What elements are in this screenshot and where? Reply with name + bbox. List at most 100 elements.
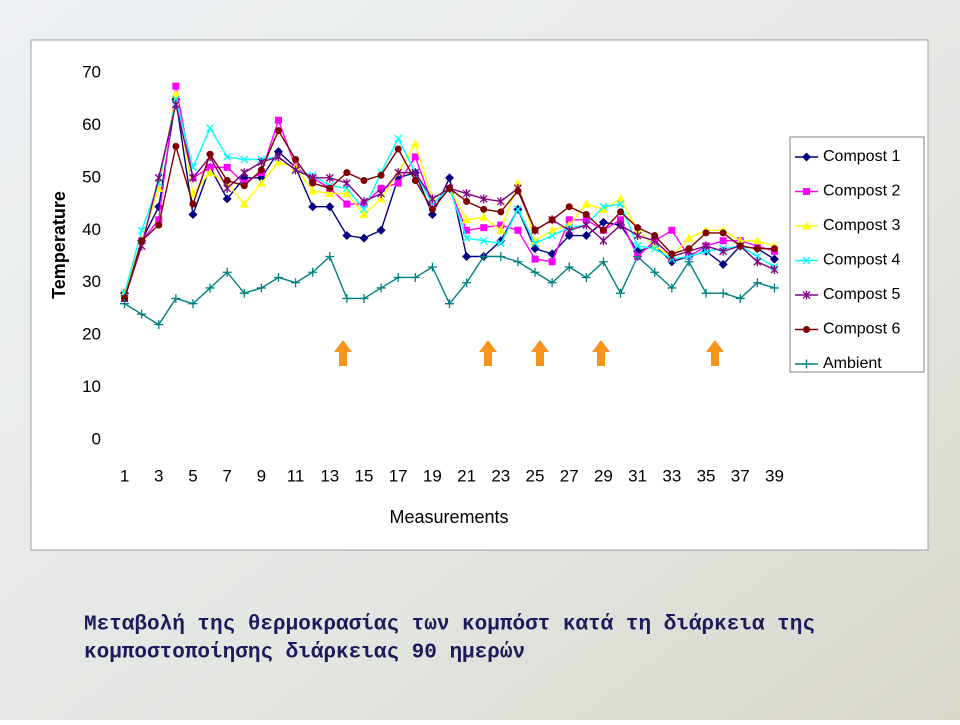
- data-point: [719, 237, 727, 245]
- arrow: [479, 340, 497, 366]
- data-point: [479, 212, 489, 221]
- data-point: [377, 189, 386, 199]
- data-point: [223, 183, 232, 193]
- data-point: [565, 225, 574, 235]
- data-point: [308, 202, 318, 212]
- data-point: [223, 163, 231, 171]
- data-point: [223, 152, 232, 161]
- data-point: [650, 267, 660, 277]
- data-point: [325, 202, 335, 212]
- data-point: [599, 202, 608, 211]
- data-point: [547, 225, 557, 234]
- data-point: [581, 231, 591, 241]
- legend-label: Ambient: [823, 355, 882, 372]
- x-tick-label: 21: [457, 466, 476, 485]
- data-point: [274, 127, 282, 135]
- y-tick-label: 70: [82, 62, 101, 81]
- arrow: [592, 340, 610, 366]
- data-point: [668, 250, 676, 258]
- x-tick-label: 29: [594, 466, 613, 485]
- data-point: [308, 267, 318, 277]
- arrow: [531, 340, 549, 366]
- data-point: [667, 283, 677, 293]
- data-point: [770, 245, 778, 253]
- x-tick-label: 11: [287, 466, 305, 485]
- data-point: [274, 152, 283, 162]
- data-point: [581, 199, 591, 208]
- data-point: [702, 229, 710, 237]
- data-point: [753, 245, 761, 253]
- data-point: [633, 242, 642, 250]
- data-point: [735, 236, 745, 245]
- data-point: [617, 208, 625, 216]
- x-tick-label: 27: [560, 466, 579, 485]
- data-point: [770, 265, 779, 275]
- data-point: [155, 216, 163, 224]
- data-point: [239, 199, 249, 208]
- data-point: [410, 139, 420, 148]
- data-point: [360, 205, 368, 214]
- data-point: [342, 293, 352, 303]
- x-tick-label: 39: [765, 466, 784, 485]
- data-point: [617, 216, 625, 224]
- data-point: [582, 211, 590, 219]
- data-point: [633, 231, 642, 241]
- data-point: [240, 182, 248, 190]
- data-point: [547, 278, 557, 288]
- data-point: [496, 196, 505, 206]
- x-tick-label: 13: [320, 466, 339, 485]
- data-point: [428, 205, 436, 213]
- data-point: [513, 205, 522, 214]
- data-point: [377, 184, 385, 192]
- data-point: [718, 288, 728, 298]
- data-point: [548, 258, 556, 266]
- data-point: [360, 196, 368, 206]
- x-tick-label: 33: [662, 466, 681, 485]
- data-point: [514, 187, 522, 195]
- data-point: [582, 216, 590, 224]
- data-point: [684, 233, 694, 242]
- data-point: [343, 200, 351, 208]
- data-point: [189, 200, 197, 208]
- legend-marker: [802, 221, 811, 230]
- data-point: [325, 189, 335, 198]
- data-point: [530, 267, 540, 277]
- x-tick-label: 5: [188, 466, 197, 485]
- data-point: [121, 294, 129, 302]
- data-point: [462, 234, 471, 243]
- data-point: [582, 220, 591, 230]
- data-point: [719, 246, 728, 256]
- data-point: [342, 231, 352, 241]
- data-point: [155, 221, 163, 229]
- data-point: [427, 262, 437, 272]
- legend-marker: [802, 256, 811, 265]
- data-point: [376, 194, 386, 203]
- arrow: [706, 340, 724, 366]
- data-point: [154, 320, 164, 330]
- data-point: [496, 252, 506, 261]
- data-point: [239, 288, 249, 298]
- data-point: [736, 242, 744, 250]
- data-point: [359, 233, 369, 243]
- data-point: [565, 203, 573, 211]
- data-point: [479, 194, 488, 204]
- data-point: [411, 153, 419, 161]
- data-point: [427, 210, 437, 220]
- data-point: [684, 257, 694, 267]
- x-tick-label: 37: [731, 466, 750, 485]
- data-point: [598, 204, 608, 213]
- data-point: [531, 239, 539, 248]
- data-point: [325, 173, 334, 183]
- x-tick-label: 17: [389, 466, 408, 485]
- data-point: [479, 252, 489, 261]
- data-point: [410, 272, 420, 282]
- legend-label: Compost 2: [823, 183, 900, 200]
- y-tick-label: 10: [82, 377, 101, 396]
- data-point: [394, 179, 402, 187]
- x-tick-label: 35: [697, 466, 716, 485]
- data-point: [445, 299, 454, 309]
- data-point: [205, 283, 215, 293]
- data-point: [394, 134, 403, 143]
- data-point: [343, 169, 351, 177]
- data-point: [548, 216, 556, 224]
